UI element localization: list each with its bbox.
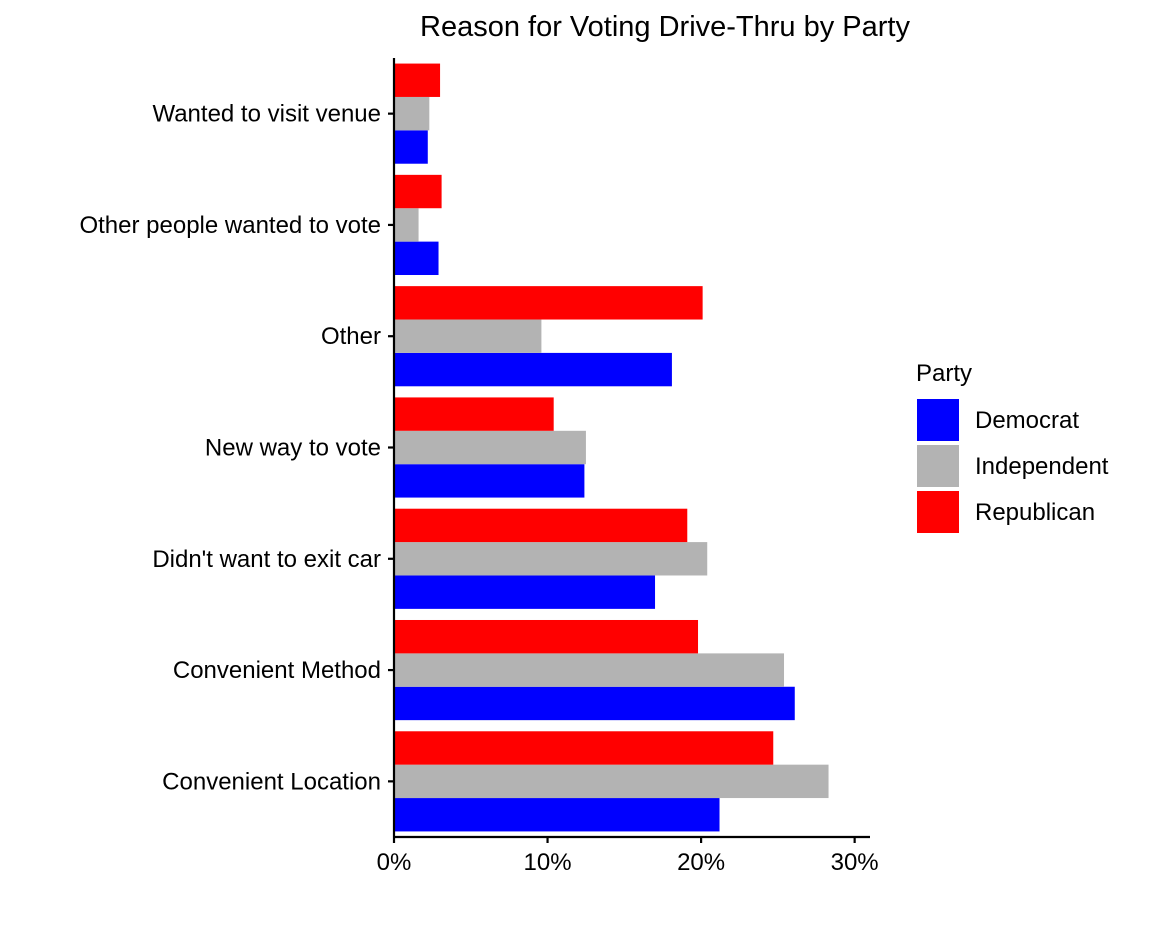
bar-democrat-convenient-method <box>394 686 795 721</box>
x-axis: 0% 10% 20% 30% <box>377 835 879 876</box>
bar-democrat-didn-t-want-to-exit-car <box>394 575 656 609</box>
x-tick-label: 20% <box>677 849 725 876</box>
bar-independent-other-people-wanted-to-vote <box>394 208 419 242</box>
y-tick-label: Wanted to visit venue <box>152 101 381 128</box>
bar-republican-new-way-to-vote <box>394 397 554 431</box>
legend-swatch-republican <box>917 491 959 533</box>
y-tick-label: Other people wanted to vote <box>79 212 381 239</box>
y-tick-label: Convenient Location <box>162 768 381 795</box>
bar-democrat-other <box>394 352 672 387</box>
y-axis: Convenient Location Convenient Method Didn… <box>79 58 396 837</box>
bar-republican-other-people-wanted-to-vote <box>394 174 442 209</box>
legend-title: Party <box>916 360 972 387</box>
y-tick-label: New way to vote <box>205 435 381 462</box>
bar-republican-convenient-method <box>394 619 699 654</box>
bar-democrat-other-people-wanted-to-vote <box>394 241 439 276</box>
legend-label-republican: Republican <box>975 499 1095 526</box>
bar-republican-other <box>394 286 703 320</box>
y-tick-label: Convenient Method <box>173 657 381 684</box>
bar-independent-convenient-method <box>394 653 785 687</box>
legend-swatch-independent <box>917 445 959 487</box>
bar-independent-other <box>394 319 542 353</box>
bar-democrat-new-way-to-vote <box>394 464 585 498</box>
bar-republican-wanted-to-visit-venue <box>394 63 441 97</box>
bar-democrat-wanted-to-visit-venue <box>394 130 428 164</box>
y-tick-label: Other <box>321 323 381 350</box>
legend: Party Democrat Independent Republican <box>916 360 1109 533</box>
bar-republican-convenient-location <box>394 731 774 765</box>
bar-independent-convenient-location <box>394 764 829 799</box>
chart-title: Reason for Voting Drive-Thru by Party <box>420 11 910 43</box>
x-tick-label: 0% <box>377 849 412 876</box>
bar-independent-new-way-to-vote <box>394 430 586 465</box>
bar-independent-didn-t-want-to-exit-car <box>394 542 708 576</box>
bar-independent-wanted-to-visit-venue <box>394 96 430 131</box>
legend-swatch-democrat <box>917 399 959 441</box>
legend-label-independent: Independent <box>975 453 1109 480</box>
legend-label-democrat: Democrat <box>975 407 1079 434</box>
bars-layer <box>394 63 829 832</box>
x-tick-label: 10% <box>524 849 572 876</box>
x-tick-label: 30% <box>831 849 879 876</box>
y-tick-label: Didn't want to exit car <box>152 546 381 573</box>
bar-republican-didn-t-want-to-exit-car <box>394 508 688 543</box>
bar-democrat-convenient-location <box>394 798 720 832</box>
